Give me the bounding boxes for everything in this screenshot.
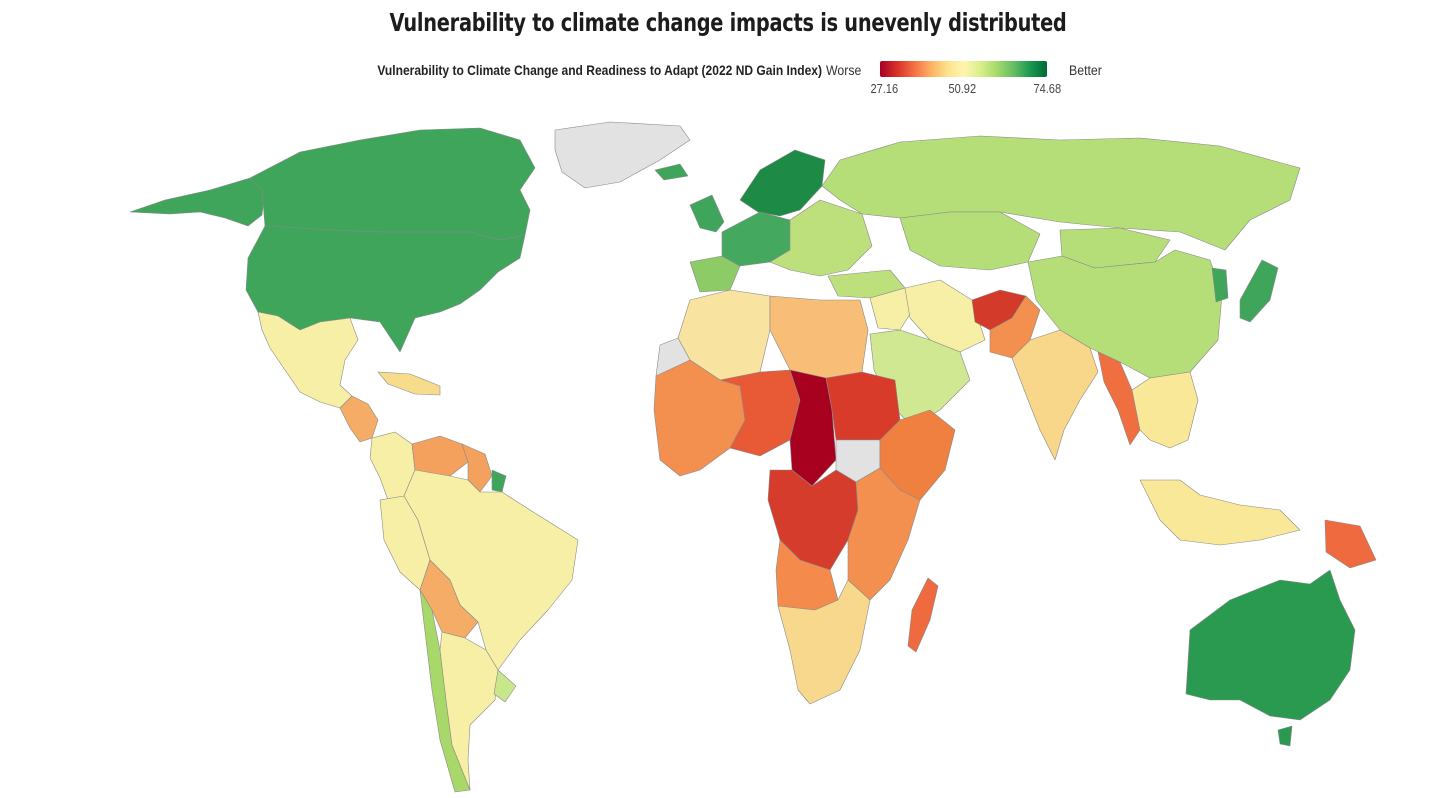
region-french-guiana[interactable] bbox=[491, 469, 507, 493]
region-middle-east[interactable] bbox=[869, 287, 916, 331]
region-uk-ireland[interactable] bbox=[689, 194, 725, 233]
region-madagascar[interactable] bbox=[907, 577, 939, 653]
region-sudan[interactable] bbox=[825, 371, 901, 441]
legend-label: Vulnerability to Climate Change and Read… bbox=[377, 62, 822, 78]
region-iberia[interactable] bbox=[689, 255, 741, 293]
region-iceland[interactable] bbox=[654, 163, 689, 181]
region-alaska[interactable] bbox=[129, 177, 266, 227]
region-iran[interactable] bbox=[904, 279, 986, 353]
region-southeast-asia[interactable] bbox=[1131, 371, 1199, 449]
region-eastern-europe[interactable] bbox=[769, 199, 873, 277]
region-korea[interactable] bbox=[1211, 267, 1229, 303]
region-papua-new-guinea[interactable] bbox=[1324, 519, 1377, 569]
region-greenland[interactable] bbox=[554, 121, 691, 189]
region-mexico[interactable] bbox=[257, 311, 359, 409]
region-caribbean[interactable] bbox=[377, 371, 441, 396]
region-kazakhstan[interactable] bbox=[899, 211, 1041, 271]
region-southern-africa[interactable] bbox=[777, 579, 871, 705]
region-east-africa[interactable] bbox=[847, 467, 921, 601]
region-australia[interactable] bbox=[1185, 569, 1356, 721]
chart-title: Vulnerability to climate change impacts … bbox=[389, 8, 1067, 37]
region-canada[interactable] bbox=[249, 127, 536, 241]
region-sahel[interactable] bbox=[719, 369, 801, 457]
region-uruguay[interactable] bbox=[493, 669, 517, 703]
region-venezuela[interactable] bbox=[411, 435, 469, 477]
legend-low-word: Worse bbox=[826, 62, 862, 78]
legend-high-word: Better bbox=[1069, 62, 1102, 78]
region-central-america[interactable] bbox=[339, 395, 379, 443]
legend-tick-mid: 50.92 bbox=[948, 81, 977, 96]
legend-color-bar bbox=[880, 61, 1047, 77]
region-libya-egypt[interactable] bbox=[769, 295, 869, 379]
region-indonesia[interactable] bbox=[1139, 479, 1301, 546]
region-new-zealand[interactable] bbox=[1277, 725, 1293, 747]
color-legend: Vulnerability to Climate Change and Read… bbox=[0, 58, 1456, 102]
region-myanmar[interactable] bbox=[1097, 351, 1141, 446]
legend-tick-min: 27.16 bbox=[870, 81, 899, 96]
region-japan[interactable] bbox=[1239, 259, 1279, 323]
region-argentina[interactable] bbox=[439, 631, 499, 791]
legend-tick-max: 74.68 bbox=[1033, 81, 1062, 96]
region-india[interactable] bbox=[1011, 329, 1099, 461]
